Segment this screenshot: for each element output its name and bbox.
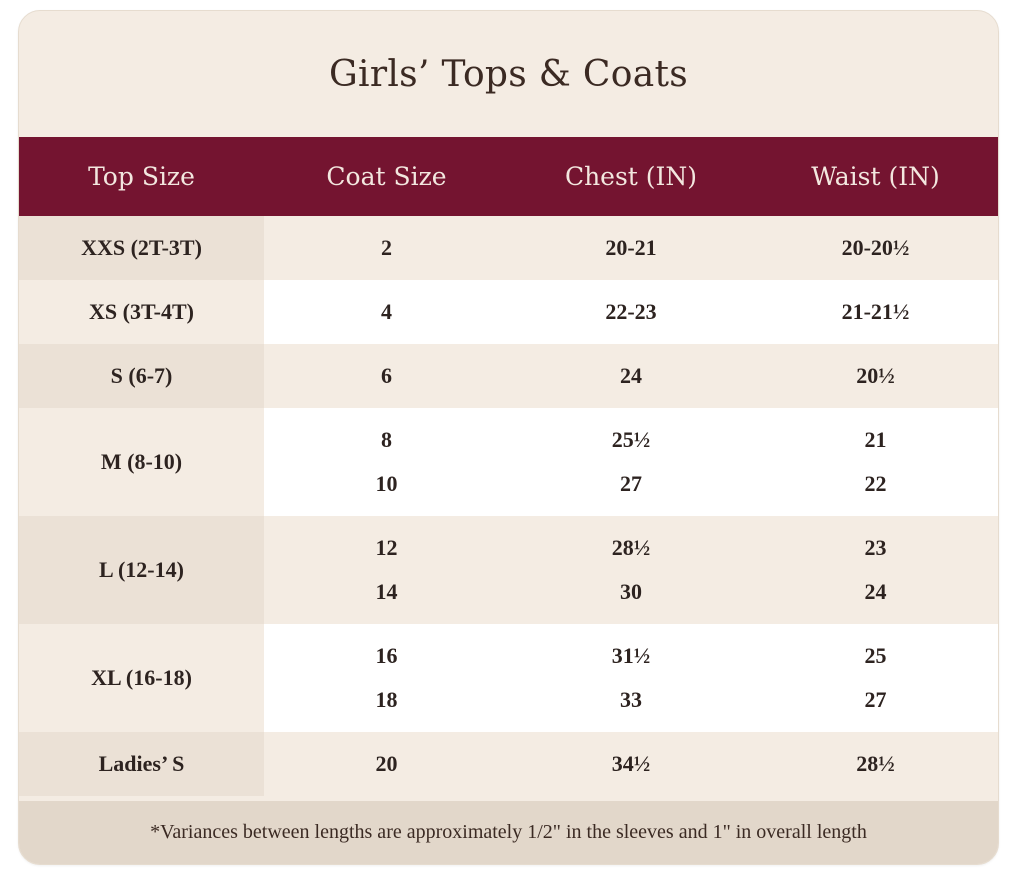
size-table: Top Size Coat Size Chest (IN) Waist (IN)… bbox=[19, 137, 998, 796]
coat-size-cell: 12 14 bbox=[264, 516, 509, 624]
coat-size-cell: 8 10 bbox=[264, 408, 509, 516]
chest-value: 33 bbox=[620, 687, 642, 712]
header-coat-size: Coat Size bbox=[264, 137, 509, 216]
waist-cell: 21-21½ bbox=[753, 280, 998, 344]
chest-cell: 34½ bbox=[509, 732, 753, 796]
header-top-size: Top Size bbox=[19, 137, 264, 216]
coat-size-cell: 20 bbox=[264, 732, 509, 796]
coat-size-value: 14 bbox=[375, 579, 398, 604]
chest-value: 28½ bbox=[611, 535, 651, 560]
header-row: Top Size Coat Size Chest (IN) Waist (IN) bbox=[19, 137, 998, 216]
table-row: M (8-10) 8 10 25½ 27 21 22 bbox=[19, 408, 998, 516]
coat-size-value: 8 bbox=[381, 427, 392, 452]
waist-cell: 25 27 bbox=[753, 624, 998, 732]
chest-cell: 25½ 27 bbox=[509, 408, 753, 516]
chest-cell: 20-21 bbox=[509, 216, 753, 280]
top-size-cell: XS (3T-4T) bbox=[19, 280, 264, 344]
top-size-cell: Ladies’ S bbox=[19, 732, 264, 796]
waist-value: 22 bbox=[864, 471, 887, 496]
header-waist: Waist (IN) bbox=[753, 137, 998, 216]
waist-cell: 23 24 bbox=[753, 516, 998, 624]
top-size-cell: S (6-7) bbox=[19, 344, 264, 408]
waist-value: 23 bbox=[864, 535, 887, 560]
coat-size-cell: 16 18 bbox=[264, 624, 509, 732]
header-chest: Chest (IN) bbox=[509, 137, 753, 216]
waist-cell: 28½ bbox=[753, 732, 998, 796]
top-size-cell: L (12-14) bbox=[19, 516, 264, 624]
table-row: L (12-14) 12 14 28½ 30 23 24 bbox=[19, 516, 998, 624]
coat-size-value: 12 bbox=[375, 535, 398, 560]
coat-size-value: 10 bbox=[375, 471, 398, 496]
table-row: XL (16-18) 16 18 31½ 33 25 27 bbox=[19, 624, 998, 732]
waist-value: 27 bbox=[864, 687, 887, 712]
coat-size-cell: 6 bbox=[264, 344, 509, 408]
waist-cell: 20-20½ bbox=[753, 216, 998, 280]
table-row: XS (3T-4T) 4 22-23 21-21½ bbox=[19, 280, 998, 344]
footnote: *Variances between lengths are approxima… bbox=[19, 801, 998, 864]
coat-size-cell: 2 bbox=[264, 216, 509, 280]
waist-value: 25 bbox=[864, 643, 887, 668]
top-size-cell: XL (16-18) bbox=[19, 624, 264, 732]
chest-value: 30 bbox=[620, 579, 642, 604]
coat-size-value: 18 bbox=[375, 687, 398, 712]
chest-cell: 22-23 bbox=[509, 280, 753, 344]
chest-cell: 31½ 33 bbox=[509, 624, 753, 732]
top-size-cell: M (8-10) bbox=[19, 408, 264, 516]
table-row: Ladies’ S 20 34½ 28½ bbox=[19, 732, 998, 796]
table-row: S (6-7) 6 24 20½ bbox=[19, 344, 998, 408]
waist-value: 24 bbox=[864, 579, 887, 604]
table-row: XXS (2T-3T) 2 20-21 20-20½ bbox=[19, 216, 998, 280]
coat-size-value: 16 bbox=[375, 643, 398, 668]
waist-cell: 20½ bbox=[753, 344, 998, 408]
chest-value: 31½ bbox=[611, 643, 651, 668]
waist-cell: 21 22 bbox=[753, 408, 998, 516]
chest-cell: 28½ 30 bbox=[509, 516, 753, 624]
chest-value: 27 bbox=[620, 471, 642, 496]
chest-cell: 24 bbox=[509, 344, 753, 408]
chest-value: 25½ bbox=[611, 427, 651, 452]
waist-value: 21 bbox=[864, 427, 887, 452]
top-size-cell: XXS (2T-3T) bbox=[19, 216, 264, 280]
size-chart-card: Girls’ Tops & Coats Top Size Coat Size C… bbox=[18, 10, 999, 865]
chart-title: Girls’ Tops & Coats bbox=[328, 53, 689, 95]
coat-size-cell: 4 bbox=[264, 280, 509, 344]
